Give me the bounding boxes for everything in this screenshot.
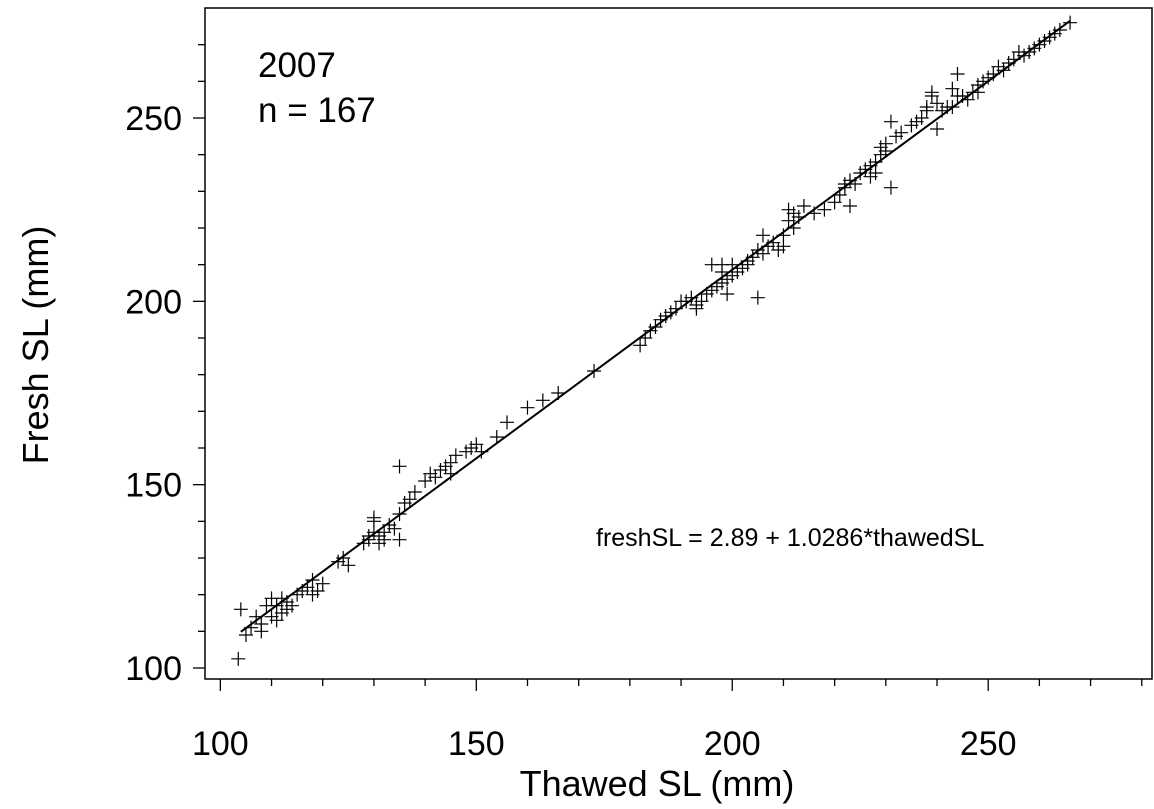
data-point xyxy=(755,246,770,261)
data-point xyxy=(817,202,832,217)
data-point xyxy=(418,474,433,488)
data-point xyxy=(986,67,1001,81)
data-point xyxy=(443,466,458,481)
data-point xyxy=(448,448,463,463)
data-point xyxy=(392,459,407,474)
y-tick-label: 150 xyxy=(125,467,182,505)
x-tick-label: 100 xyxy=(192,725,249,763)
data-point xyxy=(791,210,806,224)
data-point xyxy=(366,510,381,525)
data-point xyxy=(842,199,857,213)
data-point xyxy=(878,144,893,158)
data-point xyxy=(249,609,264,624)
data-point xyxy=(883,114,898,129)
data-point xyxy=(930,96,945,111)
data-point xyxy=(930,122,945,136)
data-point xyxy=(668,301,683,316)
data-point xyxy=(285,598,300,613)
data-point xyxy=(402,492,417,507)
data-point xyxy=(960,92,975,107)
data-point xyxy=(945,81,960,96)
data-point xyxy=(474,444,489,459)
y-tick-label: 200 xyxy=(125,283,182,321)
data-point xyxy=(361,532,376,547)
data-point xyxy=(269,598,284,613)
data-point xyxy=(725,257,740,272)
data-point xyxy=(766,235,781,250)
data-point xyxy=(914,111,929,125)
data-point xyxy=(883,180,898,195)
data-point xyxy=(587,364,602,378)
x-axis-title: Thawed SL (mm) xyxy=(520,763,795,804)
x-tick-label: 200 xyxy=(704,725,761,763)
data-point xyxy=(638,331,653,345)
x-tick-label: 150 xyxy=(448,725,505,763)
data-point xyxy=(305,573,320,587)
data-point xyxy=(500,415,515,430)
data-point xyxy=(648,320,663,334)
annotation-year: 2007 xyxy=(258,46,336,85)
data-point xyxy=(428,470,443,485)
data-point xyxy=(300,580,315,595)
data-points xyxy=(231,15,1078,666)
data-point xyxy=(315,576,330,591)
data-point xyxy=(827,195,842,210)
data-point xyxy=(254,617,269,631)
data-point xyxy=(387,521,402,536)
data-point xyxy=(832,188,847,202)
data-point xyxy=(233,602,248,617)
data-point xyxy=(469,437,484,452)
data-point xyxy=(392,507,407,521)
data-point xyxy=(919,103,934,118)
data-point xyxy=(269,613,284,628)
data-point xyxy=(336,551,351,565)
data-point xyxy=(689,301,704,316)
regression-equation: freshSL = 2.89 + 1.0286*thawedSL xyxy=(596,524,984,552)
data-point xyxy=(807,206,822,221)
data-point xyxy=(377,525,392,540)
data-point xyxy=(238,628,253,642)
data-point xyxy=(310,584,325,598)
x-axis-ticks: 100 150 200 250 xyxy=(192,679,1143,763)
data-point xyxy=(740,257,755,272)
data-point xyxy=(950,67,965,81)
annotation-n: n = 167 xyxy=(258,91,376,130)
data-point xyxy=(745,250,760,265)
data-point xyxy=(244,620,259,635)
data-point xyxy=(392,532,407,547)
data-point xyxy=(924,85,939,100)
y-axis-ticks: 100 150 200 250 xyxy=(125,44,205,688)
data-point xyxy=(1052,23,1067,37)
data-point xyxy=(489,430,504,444)
data-point xyxy=(684,290,699,305)
data-point xyxy=(694,294,709,309)
data-point xyxy=(407,485,422,499)
data-point xyxy=(750,290,765,305)
data-point xyxy=(535,393,550,408)
data-point xyxy=(520,400,535,415)
x-tick-label: 250 xyxy=(960,725,1017,763)
data-point xyxy=(1063,15,1078,30)
data-point xyxy=(894,125,909,140)
data-point xyxy=(945,100,960,114)
data-point xyxy=(231,651,246,666)
y-tick-label: 250 xyxy=(125,100,182,138)
data-point xyxy=(848,177,863,191)
data-point xyxy=(341,558,356,573)
data-point xyxy=(551,386,566,400)
data-point xyxy=(1006,52,1021,67)
data-point xyxy=(720,287,735,301)
data-point xyxy=(996,63,1011,78)
data-point xyxy=(776,239,791,254)
y-axis-title: Fresh SL (mm) xyxy=(15,226,56,465)
data-point xyxy=(868,166,883,180)
y-tick-label: 100 xyxy=(125,650,182,688)
data-point xyxy=(633,338,648,353)
data-point xyxy=(796,199,811,213)
data-point xyxy=(755,228,770,243)
plot-frame xyxy=(204,7,1153,680)
data-point xyxy=(786,221,801,235)
